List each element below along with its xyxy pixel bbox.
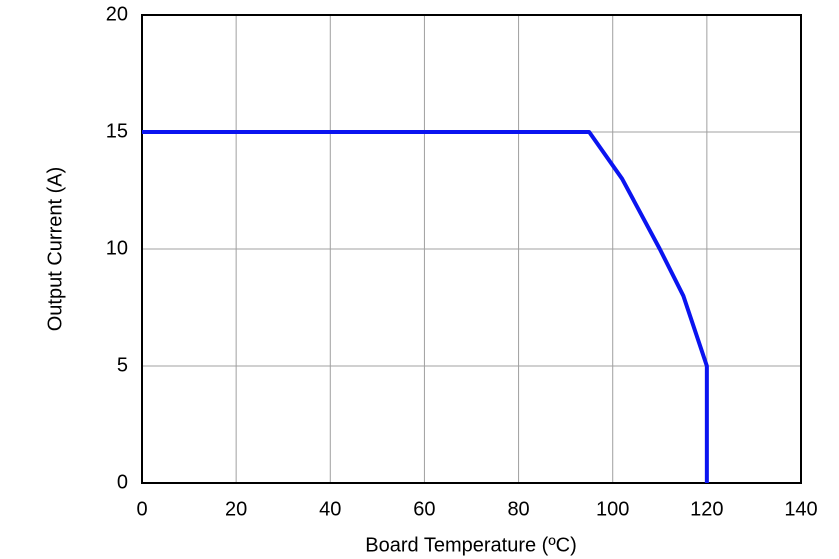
x-tick-label: 120: [690, 498, 723, 520]
y-tick-label: 0: [117, 471, 128, 493]
y-axis-label: Output Current (A): [44, 167, 66, 332]
plot-frame: [141, 14, 802, 484]
x-tick-label: 80: [507, 498, 529, 520]
x-tick-label: 0: [136, 498, 147, 520]
y-tick-label: 15: [106, 120, 128, 142]
x-tick-label: 140: [784, 498, 817, 520]
y-tick-label: 5: [117, 354, 128, 376]
y-tick-label: 10: [106, 237, 128, 259]
x-tick-label: 40: [319, 498, 341, 520]
data-line: [142, 130, 709, 483]
x-tick-label: 100: [596, 498, 629, 520]
x-tick-label: 20: [225, 498, 247, 520]
x-tick-label: 60: [413, 498, 435, 520]
x-axis-label: Board Temperature (ºC): [365, 534, 576, 556]
y-tick-label: 20: [106, 3, 128, 25]
